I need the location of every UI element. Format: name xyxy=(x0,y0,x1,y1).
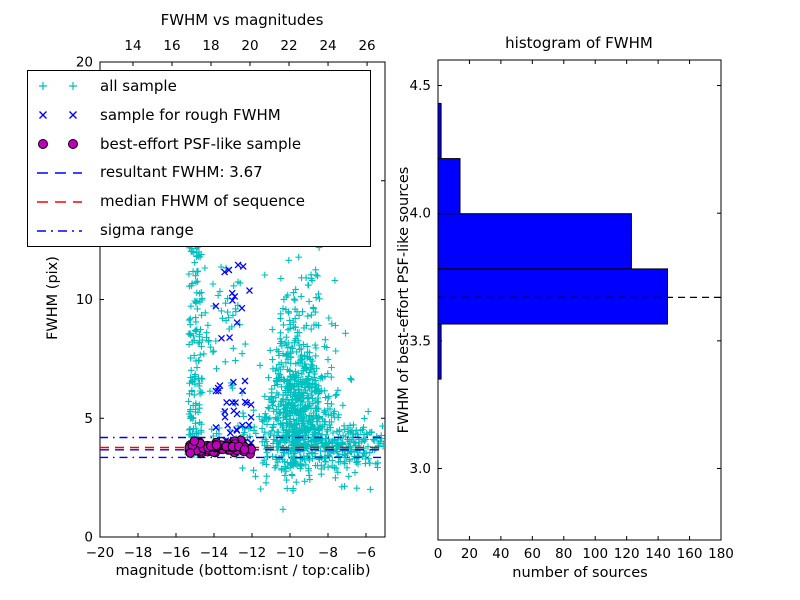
legend-entry-label: all sample xyxy=(100,76,177,95)
y-tick-label: 3.0 xyxy=(410,461,431,477)
x-tick-label: 120 xyxy=(614,546,640,562)
histogram-bar xyxy=(438,268,668,325)
scatter-data-layer xyxy=(100,87,385,513)
y-tick-label: 0 xyxy=(84,530,93,546)
histogram-data-layer xyxy=(438,102,721,380)
legend-entry-label: median FHWM of sequence xyxy=(100,192,305,211)
top-tick-label: 16 xyxy=(163,38,180,54)
legend-marker-glyph xyxy=(37,200,82,203)
y-tick-label: 4.0 xyxy=(410,206,431,222)
legend-marker-glyph xyxy=(37,172,82,174)
legend-entry-label: best-effort PSF-like sample xyxy=(100,134,302,153)
circle-marker-icon xyxy=(36,133,93,155)
top-tick-label: 24 xyxy=(319,38,336,54)
y-tick-label: 3.5 xyxy=(410,333,431,349)
top-tick-label: 20 xyxy=(241,38,258,54)
y-tick-label: 5 xyxy=(84,411,93,427)
psf-sample-point xyxy=(239,444,250,455)
psf-sample-point xyxy=(211,440,222,451)
legend-entry: sigma range xyxy=(28,216,370,245)
top-tick-label: 18 xyxy=(202,38,219,54)
histogram-bar xyxy=(438,213,632,270)
scatter-plot-title: FWHM vs magnitudes xyxy=(160,11,324,29)
x-tick-label: 20 xyxy=(461,546,478,562)
x-tick-label: −10 xyxy=(276,545,305,561)
histogram-bar xyxy=(438,158,461,215)
x-tick-label: 0 xyxy=(434,546,443,562)
x-tick-label: −8 xyxy=(318,545,338,561)
psf-sample-point xyxy=(185,448,196,458)
dashdot-line-icon xyxy=(36,220,93,242)
scatter-xaxis-label: magnitude (bottom:isnt / top:calib) xyxy=(115,563,371,579)
x-tick-label: −14 xyxy=(200,545,229,561)
legend-entry: all sample xyxy=(28,72,370,101)
histogram-plot-title: histogram of FWHM xyxy=(505,34,653,52)
top-tick-label: 22 xyxy=(280,38,297,54)
psf-sample-point xyxy=(189,436,200,447)
legend-marker-glyph xyxy=(38,139,78,150)
scatter-points-rough-fwhm xyxy=(212,221,255,447)
histogram-xaxis-label: number of sources xyxy=(512,565,648,581)
legend-entry-label: resultant FWHM: 3.67 xyxy=(100,163,263,182)
x-tick-label: −12 xyxy=(238,545,267,561)
legend-marker-glyph xyxy=(39,111,77,120)
legend-marker-glyph xyxy=(39,82,77,91)
legend-entry-label: sample for rough FWHM xyxy=(100,105,281,124)
x-tick-label: 60 xyxy=(524,546,541,562)
histogram-bar xyxy=(438,102,442,159)
legend-entry: sample for rough FWHM xyxy=(28,101,370,130)
y-tick-label: 20 xyxy=(76,55,93,71)
top-tick-label: 26 xyxy=(358,38,375,54)
x-tick-label: −6 xyxy=(356,545,376,561)
scatter-points-psf-sample xyxy=(184,435,256,459)
scatter-tick-labels: −20 −18 −16 −14 −12 −10 −8 −6 14 16 18 20 22 24 26 0 5 10… xyxy=(76,38,376,561)
x-tick-label: 160 xyxy=(677,546,703,562)
top-tick-label: 14 xyxy=(124,38,141,54)
x-tick-label: −16 xyxy=(162,545,191,561)
plus-marker-icon xyxy=(36,75,93,97)
x-tick-label: 100 xyxy=(582,546,608,562)
y-tick-label: 4.5 xyxy=(410,78,431,94)
scatter-yaxis-label: FWHM (pix) xyxy=(45,256,61,340)
legend-entry: best-effort PSF-like sample xyxy=(28,130,370,159)
histogram-yaxis-label: FWHM of best-effort PSF-like sources xyxy=(396,166,412,434)
y-tick-label: 10 xyxy=(76,292,93,308)
x-marker-icon xyxy=(36,104,93,126)
x-tick-label: 40 xyxy=(492,546,509,562)
dashed-line-icon xyxy=(36,162,93,184)
histogram-tick-labels: 0 20 40 60 80 100 120 140 160 180 3.0 3.5 4.0 4.5 xyxy=(410,78,734,562)
legend: all sample sample for rough FWHM best-ef… xyxy=(27,70,371,247)
dashed-line-icon xyxy=(36,191,93,213)
legend-marker-glyph xyxy=(37,229,82,232)
x-tick-label: −18 xyxy=(124,545,153,561)
legend-entry-label: sigma range xyxy=(100,221,194,240)
x-tick-label: 140 xyxy=(645,546,671,562)
legend-entry: resultant FWHM: 3.67 xyxy=(28,158,370,187)
legend-entry: median FHWM of sequence xyxy=(28,187,370,216)
histogram-bar xyxy=(438,323,442,380)
x-tick-label: 180 xyxy=(708,546,734,562)
x-tick-label: 80 xyxy=(555,546,572,562)
x-tick-label: −20 xyxy=(86,545,115,561)
